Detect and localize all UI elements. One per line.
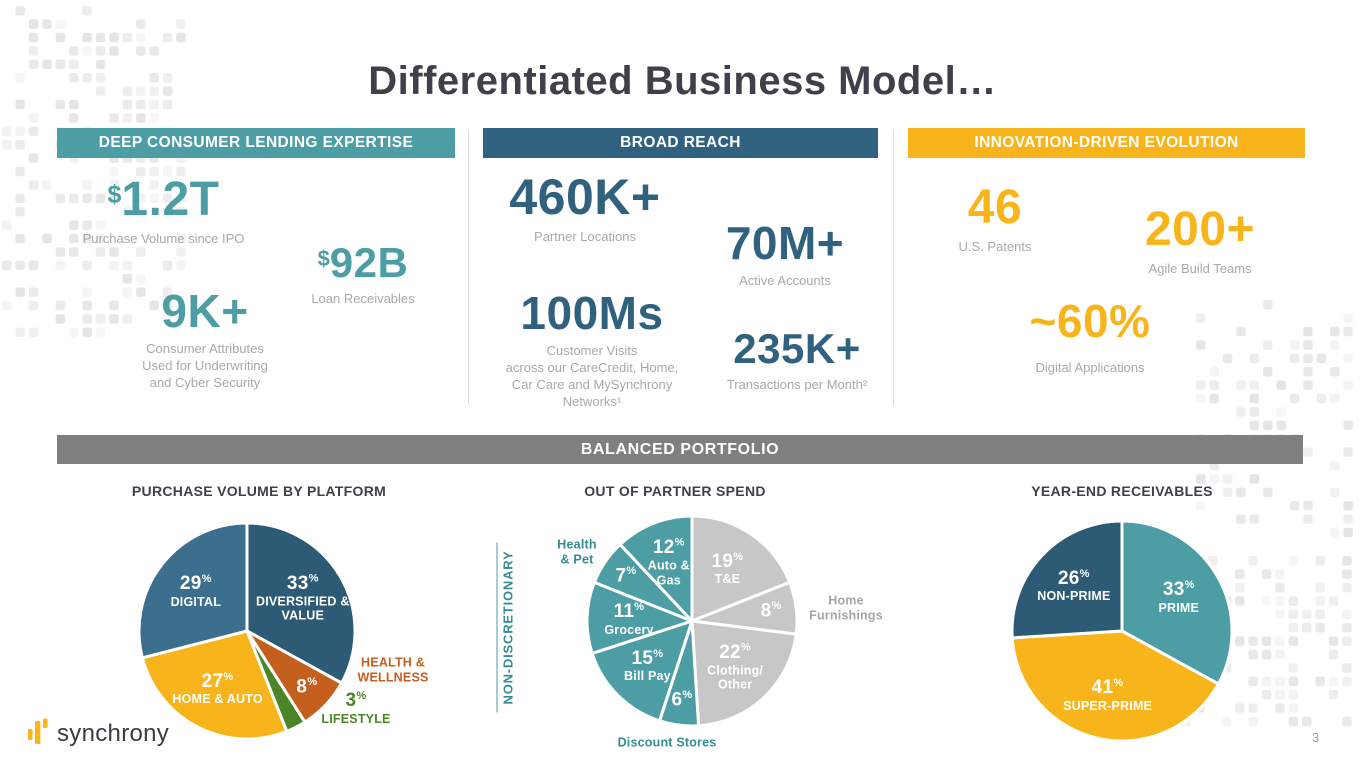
pie-label: Discount Stores <box>617 735 717 750</box>
pie-chart-partner-spend: 19% T&E 8% Home Furnishings 22% Clothing/ Oth… <box>505 486 905 768</box>
chart-title-partner-spend: OUT OF PARTNER SPEND <box>584 483 766 499</box>
section-header-innovation: INNOVATION-DRIVEN EVOLUTION <box>908 128 1305 158</box>
stat-consumer-attributes: 9K+ Consumer Attributes Used for Underwr… <box>110 288 300 391</box>
pie-label: 7% <box>615 565 637 587</box>
pie-label: HEALTH & WELLNESS <box>357 655 429 684</box>
pie-label: 33% DIVERSIFIED & VALUE <box>255 572 350 623</box>
stat-value: 200+ <box>1144 203 1256 256</box>
pie-label: 33% PRIME <box>1158 579 1200 615</box>
pie-label: 3% LIFESTYLE <box>321 689 391 726</box>
logo-wordmark: synchrony <box>57 719 170 747</box>
stat-value: 46 <box>967 181 1023 234</box>
pie-slice <box>1120 519 1234 686</box>
stat-us-patents: 46 U.S. Patents <box>925 181 1065 255</box>
section-header-lending: DEEP CONSUMER LENDING EXPERTISE <box>57 128 455 158</box>
pie-label: 15% Bill Pay <box>624 647 671 683</box>
stat-value: 100Ms <box>520 287 664 339</box>
stat-value: $92B <box>317 239 409 286</box>
stat-value: ~60% <box>1029 295 1151 347</box>
pie-slice <box>690 514 792 623</box>
stat-active-accounts: 70M+ Active Accounts <box>700 220 870 289</box>
pie-label: 8% <box>296 676 318 698</box>
stat-label: Consumer Attributes Used for Underwritin… <box>142 340 268 391</box>
pie-slice <box>245 521 357 685</box>
stat-label: Digital Applications <box>1035 359 1145 375</box>
balanced-portfolio-banner: BALANCED PORTFOLIO <box>57 435 1303 464</box>
pie-label: 8% <box>760 600 782 622</box>
pie-label: 19% T&E <box>711 550 744 587</box>
section-divider <box>468 130 469 404</box>
section-header-broad-reach: BROAD REACH <box>483 128 878 158</box>
stat-label: Purchase Volume since IPO <box>82 230 245 246</box>
pie-label: 11% Grocery <box>604 600 654 637</box>
stat-agile-build-teams: 200+ Agile Build Teams <box>1115 203 1285 277</box>
stat-label: Transactions per Month² <box>726 376 868 392</box>
stat-label: U.S. Patents <box>958 238 1032 254</box>
pie-slice <box>1010 629 1220 743</box>
synchrony-bars-icon <box>28 716 49 751</box>
pie-slice <box>690 619 798 728</box>
stat-transactions: 235K+ Transactions per Month² <box>707 325 887 393</box>
pie-slice <box>140 629 289 741</box>
stat-label: Partner Locations <box>534 229 636 244</box>
stat-partner-locations: 460K+ Partner Locations <box>490 172 680 245</box>
stat-label: Loan Receivables <box>311 290 415 306</box>
pie-chart-receivables: 33% PRIME 41% SUPER-PRIME 26% NON-PRIME <box>960 486 1290 768</box>
section-divider <box>893 130 894 404</box>
chart-title-purchase-volume: PURCHASE VOLUME BY PLATFORM <box>131 483 387 499</box>
non-discretionary-label: NON-DISCRETIONARY <box>496 542 518 713</box>
pie-label: 29% DIGITAL <box>170 573 222 609</box>
stat-loan-receivables: $92B Loan Receivables <box>283 239 443 307</box>
pie-label: Health & Pet <box>557 537 597 566</box>
pie-label: 22% Clothing/ Other <box>707 641 764 692</box>
stat-value: 460K+ <box>509 169 661 225</box>
page-number: 3 <box>1312 730 1320 745</box>
stat-value: 9K+ <box>161 285 249 337</box>
page-title: Differentiated Business Model… <box>368 58 997 103</box>
pie-slice <box>1010 519 1124 640</box>
pie-label: 6% <box>671 689 693 711</box>
stat-label: Customer Visits across our CareCredit, H… <box>505 342 679 410</box>
stat-value: 70M+ <box>725 217 845 269</box>
pie-slice <box>137 521 249 660</box>
stat-value: $1.2T <box>107 173 220 226</box>
pie-label: Home Furnishings <box>809 593 883 622</box>
stat-digital-applications: ~60% Digital Applications <box>1005 298 1175 376</box>
pie-label: 12% Auto & Gas <box>647 536 690 588</box>
pie-label: 26% NON-PRIME <box>1037 567 1111 604</box>
stat-customer-visits: 100Ms Customer Visits across our CareCre… <box>487 290 697 411</box>
chart-title-receivables: YEAR-END RECEIVABLES <box>1031 483 1213 499</box>
stat-value: 235K+ <box>733 325 861 372</box>
stat-purchase-volume: $1.2T Purchase Volume since IPO <box>66 173 261 247</box>
pie-label: 27% HOME & AUTO <box>172 670 263 707</box>
pie-slice <box>618 514 694 623</box>
pie-chart-purchase-volume: 33% DIVERSIFIED & VALUE 8% HEALTH & WELLNES… <box>60 486 460 768</box>
synchrony-logo: synchrony <box>28 716 169 751</box>
stat-label: Active Accounts <box>739 272 831 288</box>
stat-label: Agile Build Teams <box>1148 260 1252 276</box>
pie-label: 41% SUPER-PRIME <box>1063 677 1153 713</box>
